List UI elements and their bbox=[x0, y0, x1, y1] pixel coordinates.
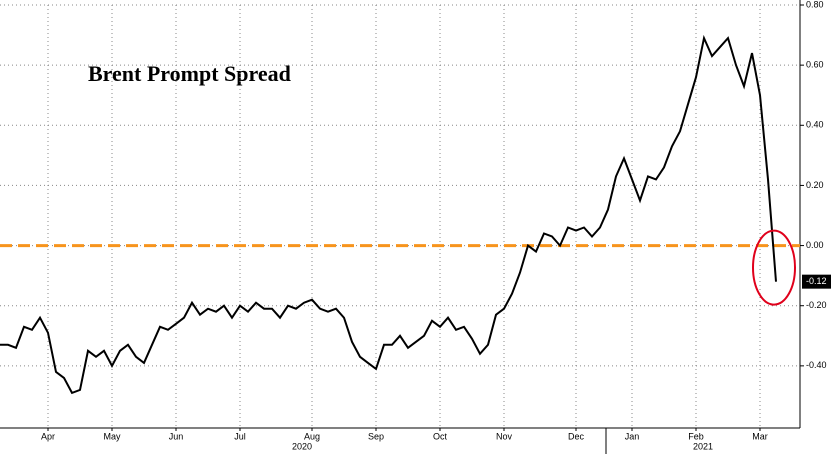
y-tick-label: -0.20 bbox=[806, 300, 827, 310]
y-tick-label: 0.00 bbox=[806, 240, 824, 250]
x-tick-label: Mar bbox=[752, 431, 768, 441]
x-tick-label: Oct bbox=[433, 431, 448, 441]
y-tick-label: -0.40 bbox=[806, 360, 827, 370]
x-tick-label: Aug bbox=[304, 431, 320, 441]
year-label: 2020 bbox=[292, 441, 312, 451]
y-tick-label: 0.40 bbox=[806, 120, 824, 130]
chart-title: Brent Prompt Spread bbox=[88, 61, 291, 86]
y-tick-label: 0.20 bbox=[806, 180, 824, 190]
x-tick-label: Nov bbox=[496, 431, 513, 441]
last-value-label: -0.12 bbox=[806, 276, 827, 286]
y-tick-label: 0.60 bbox=[806, 60, 824, 70]
x-tick-label: May bbox=[103, 431, 121, 441]
x-tick-label: Jan bbox=[625, 431, 640, 441]
data-line bbox=[0, 34, 777, 395]
x-tick-label: Jul bbox=[234, 431, 246, 441]
last-value-box bbox=[802, 274, 831, 289]
x-tick-label: Sep bbox=[368, 431, 384, 441]
x-tick-label: Dec bbox=[568, 431, 585, 441]
x-tick-label: Jun bbox=[169, 431, 184, 441]
y-tick-label: 0.80 bbox=[806, 0, 824, 9]
highlight-circle bbox=[752, 229, 796, 306]
year-label: 2021 bbox=[693, 441, 713, 451]
x-tick-label: Apr bbox=[41, 431, 55, 441]
x-tick-label: Feb bbox=[688, 431, 704, 441]
